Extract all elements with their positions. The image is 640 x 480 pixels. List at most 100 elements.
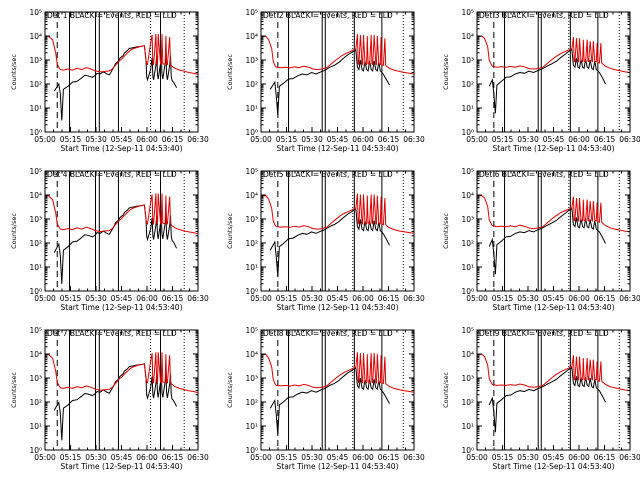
x-tick-label: 05:30 bbox=[301, 453, 323, 462]
y-tick-label: 10³ bbox=[245, 215, 258, 224]
x-axis-title: Start Time (12-Sep-11 04:53:40) bbox=[493, 144, 615, 153]
x-tick-label: 05:45 bbox=[327, 453, 349, 462]
x-tick-label: 06:30 bbox=[619, 294, 640, 303]
x-tick-label: 05:30 bbox=[301, 135, 323, 144]
y-tick-label: 10⁵ bbox=[29, 8, 42, 17]
y-tick-label: 10⁵ bbox=[29, 326, 42, 335]
x-tick-label: 05:45 bbox=[111, 294, 133, 303]
events-series-line bbox=[488, 207, 606, 275]
x-tick-label: 06:15 bbox=[162, 294, 184, 303]
y-axis-title: Counts/sec bbox=[442, 372, 450, 408]
y-tick-label: 10⁵ bbox=[461, 8, 474, 17]
x-tick-label: 06:15 bbox=[162, 135, 184, 144]
x-axis-title: Start Time (12-Sep-11 04:53:40) bbox=[493, 462, 615, 471]
events-series-line bbox=[269, 367, 390, 435]
events-series-line bbox=[269, 49, 390, 116]
lld-series-line bbox=[476, 35, 631, 73]
plot-frame bbox=[260, 11, 415, 133]
x-axis-title: Start Time (12-Sep-11 04:53:40) bbox=[277, 303, 399, 312]
lld-series-line bbox=[260, 34, 415, 75]
y-tick-label: 10⁴ bbox=[29, 350, 42, 359]
lld-series-line bbox=[44, 352, 199, 394]
x-tick-label: 05:00 bbox=[466, 453, 488, 462]
y-axis-title: Counts/sec bbox=[442, 54, 450, 90]
x-tick-label: 05:00 bbox=[34, 135, 56, 144]
plot-frame bbox=[44, 11, 199, 133]
y-axis-title: Counts/sec bbox=[226, 372, 234, 408]
panel-title: Det 5 BLACK = Events, RED = LLD bbox=[263, 170, 393, 179]
panel-title: Det 3 BLACK = Events, RED = LLD bbox=[479, 11, 609, 20]
x-tick-label: 05:15 bbox=[60, 453, 82, 462]
x-tick-label: 06:15 bbox=[162, 453, 184, 462]
y-tick-label: 10³ bbox=[461, 56, 474, 65]
x-tick-label: 05:15 bbox=[276, 135, 298, 144]
plot-frame bbox=[44, 329, 199, 451]
y-tick-label: 10¹ bbox=[461, 422, 474, 431]
plot-frame bbox=[44, 170, 199, 292]
x-tick-label: 06:30 bbox=[619, 135, 640, 144]
x-tick-label: 06:15 bbox=[378, 294, 400, 303]
y-tick-label: 10² bbox=[245, 80, 258, 89]
y-tick-label: 10⁰ bbox=[245, 287, 258, 296]
y-tick-label: 10⁰ bbox=[245, 446, 258, 455]
y-tick-label: 10³ bbox=[461, 215, 474, 224]
y-tick-label: 10⁵ bbox=[29, 167, 42, 176]
y-tick-label: 10² bbox=[461, 239, 474, 248]
x-tick-label: 06:00 bbox=[352, 453, 374, 462]
x-tick-label: 05:45 bbox=[327, 294, 349, 303]
events-series-line bbox=[53, 363, 178, 441]
x-axis-title: Start Time (12-Sep-11 04:53:40) bbox=[61, 303, 183, 312]
y-tick-label: 10² bbox=[245, 398, 258, 407]
x-tick-label: 05:00 bbox=[250, 135, 272, 144]
x-tick-label: 05:45 bbox=[543, 135, 565, 144]
plot-frame bbox=[476, 11, 631, 133]
events-series-line bbox=[488, 48, 606, 114]
y-tick-label: 10² bbox=[29, 398, 42, 407]
x-tick-label: 05:15 bbox=[276, 453, 298, 462]
y-axis-title: Counts/sec bbox=[226, 54, 234, 90]
y-tick-label: 10⁴ bbox=[245, 191, 258, 200]
x-tick-label: 05:45 bbox=[111, 135, 133, 144]
panel-title: Det 6 BLACK = Events, RED = LLD bbox=[479, 170, 609, 179]
y-tick-label: 10⁵ bbox=[461, 326, 474, 335]
x-tick-label: 05:15 bbox=[60, 294, 82, 303]
y-tick-label: 10⁰ bbox=[29, 128, 42, 137]
panel-title: Det 4 BLACK = Events, RED = LLD bbox=[47, 170, 177, 179]
x-tick-label: 05:15 bbox=[492, 135, 514, 144]
lld-series-line bbox=[476, 353, 631, 392]
y-tick-label: 10⁴ bbox=[461, 191, 474, 200]
plot-frame bbox=[260, 170, 415, 292]
x-tick-label: 05:00 bbox=[34, 453, 56, 462]
y-tick-label: 10¹ bbox=[245, 422, 258, 431]
y-axis-title: Counts/sec bbox=[442, 213, 450, 249]
y-tick-label: 10⁵ bbox=[245, 326, 258, 335]
x-tick-label: 06:30 bbox=[403, 453, 425, 462]
y-tick-label: 10¹ bbox=[245, 104, 258, 113]
y-tick-label: 10⁴ bbox=[461, 32, 474, 41]
x-tick-label: 05:15 bbox=[276, 294, 298, 303]
y-tick-label: 10³ bbox=[29, 215, 42, 224]
y-tick-label: 10⁴ bbox=[29, 191, 42, 200]
x-tick-label: 05:45 bbox=[327, 135, 349, 144]
lld-series-line bbox=[260, 352, 415, 393]
x-tick-label: 05:45 bbox=[543, 294, 565, 303]
x-axis-title: Start Time (12-Sep-11 04:53:40) bbox=[61, 462, 183, 471]
y-tick-label: 10⁵ bbox=[245, 167, 258, 176]
x-tick-label: 05:30 bbox=[85, 294, 107, 303]
y-tick-label: 10¹ bbox=[29, 422, 42, 431]
y-axis-title: Counts/sec bbox=[226, 213, 234, 249]
x-tick-label: 06:15 bbox=[594, 453, 616, 462]
x-tick-label: 06:15 bbox=[378, 453, 400, 462]
x-tick-label: 05:00 bbox=[250, 294, 272, 303]
x-tick-label: 05:15 bbox=[492, 294, 514, 303]
x-tick-label: 06:00 bbox=[136, 453, 158, 462]
x-tick-label: 06:15 bbox=[594, 294, 616, 303]
events-series-line bbox=[488, 366, 606, 433]
y-tick-label: 10¹ bbox=[461, 263, 474, 272]
x-axis-title: Start Time (12-Sep-11 04:53:40) bbox=[277, 144, 399, 153]
y-tick-label: 10⁵ bbox=[461, 167, 474, 176]
